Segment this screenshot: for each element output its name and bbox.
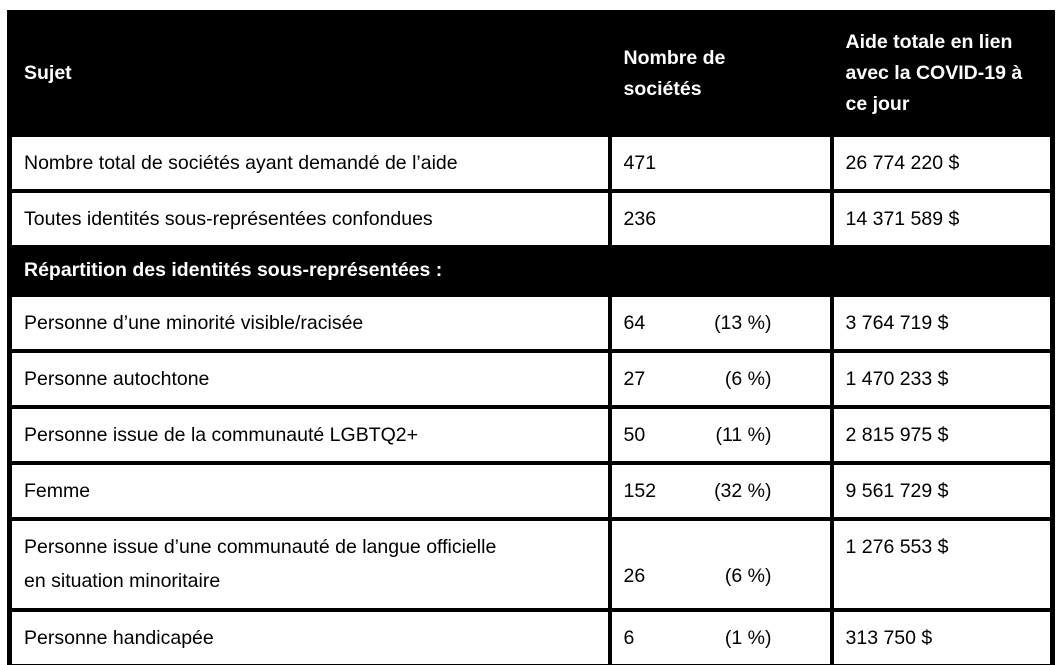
section-header-row: Répartition des identités sous-représent… bbox=[7, 244, 1055, 297]
amount-cell: 2 815 975 $ bbox=[829, 404, 1055, 466]
column-header-label: Sujet bbox=[24, 62, 72, 85]
count-value: 64 bbox=[623, 311, 646, 334]
table-row: Personne handicapée 6 (1 %) 313 750 $ bbox=[7, 607, 1055, 665]
count-cell: 152 (32 %) bbox=[607, 461, 834, 522]
table-row: Nombre total de sociétés ayant demandé d… bbox=[7, 132, 1055, 193]
covid-aid-table: Sujet Nombre de sociétés Aide totale en … bbox=[7, 10, 1055, 665]
table-row: Personne autochtone 27 (6 %) 1 470 233 $ bbox=[7, 348, 1055, 410]
count-value: 236 bbox=[623, 207, 657, 230]
amount-cell: 313 750 $ bbox=[829, 607, 1055, 665]
count-value: 6 bbox=[623, 626, 635, 649]
subject-cell: Personne issue de la communauté LGBTQ2+ bbox=[7, 404, 612, 466]
count-cell: 26 (6 %) bbox=[607, 517, 834, 612]
table-row: Femme 152 (32 %) 9 561 729 $ bbox=[7, 461, 1055, 522]
amount-cell: 3 764 719 $ bbox=[829, 292, 1055, 353]
table-row: Personne d’une minorité visible/racisée … bbox=[7, 292, 1055, 353]
percent-value: (6 %) bbox=[724, 565, 772, 588]
count-value: 471 bbox=[623, 151, 657, 174]
column-header-aide-totale: Aide totale en lien avec la COVID-19 à c… bbox=[829, 10, 1055, 137]
subject-cell: Toutes identités sous-représentées confo… bbox=[7, 188, 612, 249]
subject-cell: Femme bbox=[7, 461, 612, 522]
count-cell: 50 (11 %) bbox=[607, 404, 834, 466]
count-cell: 64 (13 %) bbox=[607, 292, 834, 353]
percent-value: (32 %) bbox=[714, 480, 772, 503]
table-row: Personne issue d’une communauté de langu… bbox=[7, 517, 1055, 612]
column-header-sujet: Sujet bbox=[7, 10, 612, 137]
table-row: Personne issue de la communauté LGBTQ2+ … bbox=[7, 404, 1055, 466]
column-header-label: Nombre de sociétés bbox=[623, 46, 726, 100]
count-value: 27 bbox=[623, 367, 646, 390]
count-value: 50 bbox=[623, 424, 646, 446]
count-cell: 236 bbox=[607, 188, 834, 249]
subject-cell: Personne issue d’une communauté de langu… bbox=[7, 517, 612, 612]
percent-value: (1 %) bbox=[724, 626, 772, 649]
count-cell: 471 bbox=[607, 132, 834, 193]
count-cell: 6 (1 %) bbox=[607, 607, 834, 665]
amount-cell: 26 774 220 $ bbox=[829, 132, 1055, 193]
amount-cell: 14 371 589 $ bbox=[829, 188, 1055, 249]
subject-cell: Personne autochtone bbox=[7, 348, 612, 410]
amount-cell: 9 561 729 $ bbox=[829, 461, 1055, 522]
table-header-row: Sujet Nombre de sociétés Aide totale en … bbox=[7, 10, 1055, 137]
percent-value: (13 %) bbox=[714, 311, 772, 334]
section-header-cell: Répartition des identités sous-représent… bbox=[7, 244, 1055, 297]
count-value: 26 bbox=[623, 565, 646, 588]
subject-cell: Personne d’une minorité visible/racisée bbox=[7, 292, 612, 353]
amount-cell: 1 276 553 $ bbox=[829, 517, 1055, 612]
column-header-label: Aide totale en lien avec la COVID-19 à c… bbox=[845, 30, 1023, 116]
table-row: Toutes identités sous-représentées confo… bbox=[7, 188, 1055, 249]
subject-cell: Personne handicapée bbox=[7, 607, 612, 665]
subject-cell: Nombre total de sociétés ayant demandé d… bbox=[7, 132, 612, 193]
amount-cell: 1 470 233 $ bbox=[829, 348, 1055, 410]
count-value: 152 bbox=[623, 480, 657, 503]
percent-value: (11 %) bbox=[715, 424, 772, 446]
percent-value: (6 %) bbox=[724, 367, 772, 390]
count-cell: 27 (6 %) bbox=[607, 348, 834, 410]
column-header-nombre-societes: Nombre de sociétés bbox=[607, 10, 834, 137]
